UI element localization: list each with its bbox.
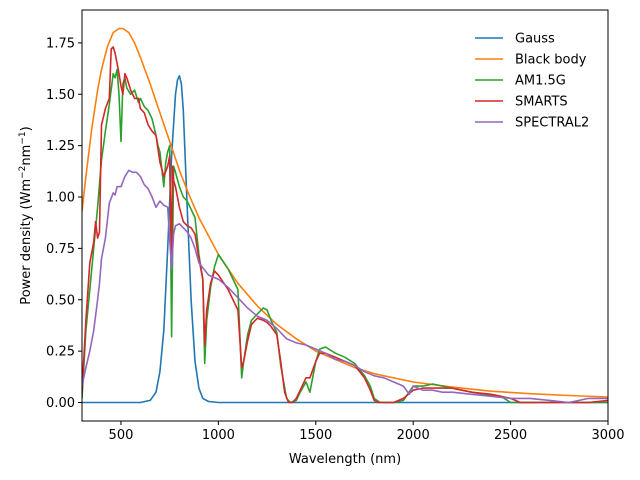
y-tick-label: 0.00: [46, 396, 75, 411]
series-line-1: [82, 75, 608, 404]
x-axis: 500 1000 1500 2000 2500 3000: [109, 421, 625, 443]
series-line-2: [82, 27, 608, 398]
y-tick-label: 1.00: [46, 191, 75, 206]
x-tick-label: 2500: [494, 428, 527, 443]
y-tick-label: 0.75: [46, 242, 75, 257]
legend-label: SPECTRAL2: [515, 116, 589, 131]
plot-lines: [82, 27, 608, 404]
legend: Gauss Black body AM1.5G SMARTS SPECTRAL2: [475, 32, 589, 131]
y-axis-label-main: Power density (Wm: [19, 179, 34, 305]
legend-label: Black body: [515, 53, 587, 68]
legend-label: AM1.5G: [515, 74, 566, 89]
y-tick-label: 1.75: [46, 36, 75, 51]
y-tick-label: 1.50: [46, 88, 75, 103]
y-axis: 0.00 0.25 0.50 0.75 1.00 1.25 1.50 1.75: [46, 36, 82, 411]
y-tick-label: 0.25: [46, 345, 75, 360]
legend-label: Gauss: [515, 32, 555, 47]
x-axis-label: Wavelength (nm): [289, 452, 401, 467]
y-axis-label-sup1: −2: [18, 166, 28, 179]
series-line-5: [82, 169, 608, 404]
x-tick-label: 2000: [397, 428, 430, 443]
x-tick-label: 500: [109, 428, 134, 443]
y-axis-label-end: ): [19, 126, 34, 131]
x-tick-label: 3000: [591, 428, 624, 443]
x-tick-label: 1000: [202, 428, 235, 443]
y-axis-label: Power density (Wm−2nm−1): [18, 126, 34, 304]
x-tick-label: 1500: [299, 428, 332, 443]
legend-label: SMARTS: [515, 95, 568, 110]
y-axis-label-mid: nm: [19, 145, 34, 166]
y-axis-label-sup2: −1: [18, 131, 28, 144]
plot-frame: [81, 9, 609, 422]
y-tick-label: 0.50: [46, 293, 75, 308]
y-tick-label: 1.25: [46, 139, 75, 154]
